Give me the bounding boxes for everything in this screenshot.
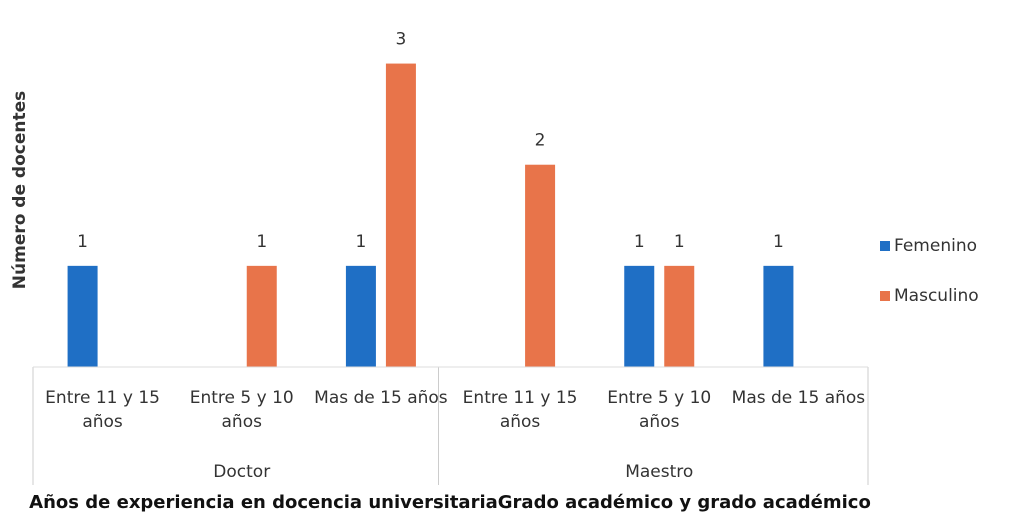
data-label: 1 [773,232,784,252]
x-tick-label: Entre 5 y 10 años [607,388,712,432]
bar [525,164,556,367]
group-label: Doctor [213,462,270,482]
data-label: 1 [256,232,267,252]
data-label: 1 [77,232,88,252]
legend-swatch [880,291,890,301]
bar [624,265,655,367]
data-label: 1 [634,232,645,252]
x-tick-label: Entre 5 y 10 años [189,388,294,432]
legend-label: Masculino [894,286,979,306]
x-tick-label: Mas de 15 años [314,388,448,408]
x-tick-label: Mas de 15 años [731,388,866,408]
data-label: 1 [356,232,367,252]
bar [67,265,98,367]
x-axis-title: Años de experiencia en docencia universi… [29,492,871,513]
data-label: 3 [396,30,407,50]
legend-swatch [880,241,890,251]
bar [385,63,416,367]
x-tick-label: Entre 11 y 15 años [45,388,160,432]
bar [664,265,695,367]
group-label: Maestro [625,462,693,482]
data-label: 2 [535,131,546,151]
bar [345,265,376,367]
bar [763,265,794,367]
legend-label: Femenino [894,236,977,256]
y-axis-title: Número de docentes [10,91,30,290]
x-tick-label: Entre 11 y 15 años [462,388,578,432]
data-label: 1 [674,232,685,252]
bar [246,265,277,367]
